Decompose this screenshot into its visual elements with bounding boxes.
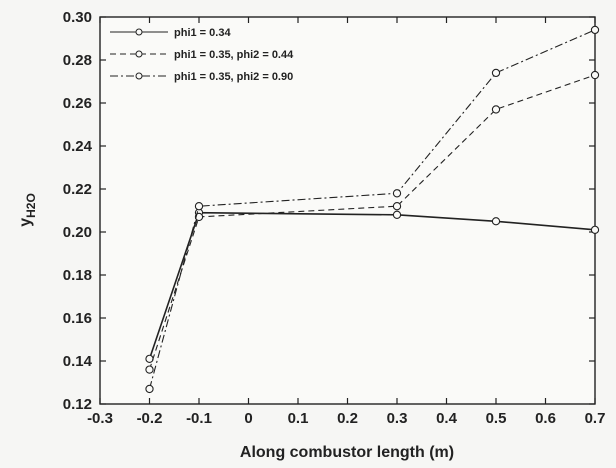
x-tick-label-4: 0.1	[288, 410, 309, 427]
plot-area	[99, 16, 596, 405]
series-3-point-2	[392, 189, 402, 198]
series-2-point-3	[491, 105, 501, 114]
legend-label-2: phi1 = 0.35, phi2 = 0.44	[174, 49, 294, 61]
legend-marker-2	[135, 50, 143, 58]
series-3	[145, 25, 600, 394]
series-2-point-2	[392, 202, 402, 211]
series-1-point-3	[491, 217, 501, 226]
x-tick-label-3: 0	[244, 410, 252, 427]
y-tick-label-2: 0.16	[63, 310, 92, 327]
series-2	[145, 70, 600, 374]
series-2-point-4	[590, 70, 600, 80]
y-tick-label-3: 0.18	[63, 267, 92, 284]
x-axis: -0.3 -0.2 -0.1 0 0.1 0.2 0.3 0.4 0.5 0.6 0.7	[87, 17, 605, 427]
x-tick-label-0: -0.3	[87, 410, 113, 427]
series-layer	[145, 25, 600, 394]
y-axis-label-main: y	[17, 218, 34, 227]
y-tick-label-8: 0.28	[63, 52, 92, 69]
x-axis-label: Along combustor length (m)	[240, 444, 454, 461]
series-3-point-3	[491, 68, 501, 78]
y-tick-label-1: 0.14	[63, 353, 93, 370]
x-tick-label-6: 0.3	[387, 410, 408, 427]
series-3-point-0	[145, 384, 154, 394]
legend: phi1 = 0.34 phi1 = 0.35, phi2 = 0.44 phi1 …	[110, 27, 294, 83]
legend-label-3: phi1 = 0.35, phi2 = 0.90	[174, 71, 293, 83]
series-2-point-0	[145, 365, 154, 374]
series-1-point-0	[145, 354, 154, 363]
legend-label-1: phi1 = 0.34	[174, 27, 231, 39]
y-axis-label: yH2O	[17, 193, 38, 227]
series-1-point-2	[392, 210, 402, 219]
y-tick-label-5: 0.22	[63, 181, 92, 198]
y-tick-label-0: 0.12	[63, 396, 92, 413]
series-3-point-1	[194, 202, 204, 211]
y-tick-label-9: 0.30	[63, 9, 92, 26]
x-tick-label-10: 0.7	[585, 410, 606, 427]
series-2-point-1	[194, 212, 204, 222]
x-tick-label-9: 0.6	[535, 410, 556, 427]
series-1-point-4	[590, 225, 600, 234]
y-tick-label-7: 0.26	[63, 95, 92, 112]
x-tick-label-1: -0.2	[137, 410, 163, 427]
legend-marker-3	[135, 72, 143, 80]
series-2-line	[148, 74, 596, 370]
y-tick-label-6: 0.24	[63, 138, 93, 155]
x-tick-label-8: 0.5	[486, 410, 507, 427]
y-tick-label-4: 0.20	[63, 224, 92, 241]
x-tick-label-7: 0.4	[436, 410, 458, 427]
series-1	[145, 208, 600, 363]
series-3-point-4	[590, 25, 600, 35]
x-tick-label-5: 0.2	[337, 410, 358, 427]
y-axis: 0.12 0.14 0.16 0.18 0.20 0.22 0.24 0.26 0.28 0.30	[63, 9, 595, 413]
x-tick-label-2: -0.1	[186, 410, 212, 427]
legend-marker-1	[135, 28, 143, 36]
y-axis-label-sub: H2O	[24, 193, 38, 218]
